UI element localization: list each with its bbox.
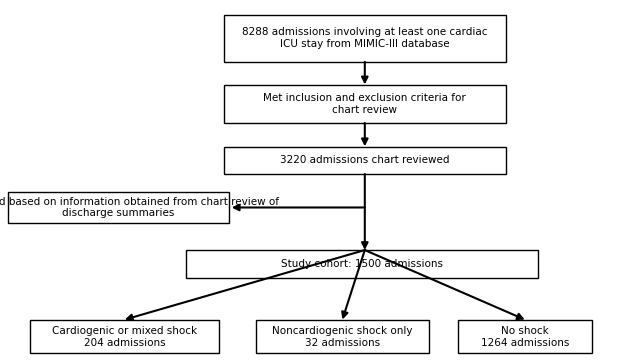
FancyBboxPatch shape bbox=[8, 192, 229, 223]
Text: Met inclusion and exclusion criteria for
chart review: Met inclusion and exclusion criteria for… bbox=[264, 93, 466, 115]
FancyBboxPatch shape bbox=[31, 320, 219, 353]
Text: Excluded based on information obtained from chart review of
discharge summaries: Excluded based on information obtained f… bbox=[0, 197, 279, 218]
FancyBboxPatch shape bbox=[256, 320, 429, 353]
Text: No shock
1264 admissions: No shock 1264 admissions bbox=[481, 326, 569, 348]
Text: Study cohort: 1500 admissions: Study cohort: 1500 admissions bbox=[280, 259, 443, 269]
Text: Noncardiogenic shock only
32 admissions: Noncardiogenic shock only 32 admissions bbox=[272, 326, 413, 348]
FancyBboxPatch shape bbox=[458, 320, 592, 353]
FancyBboxPatch shape bbox=[224, 15, 506, 62]
FancyBboxPatch shape bbox=[186, 250, 538, 277]
FancyBboxPatch shape bbox=[224, 146, 506, 174]
Text: Cardiogenic or mixed shock
204 admissions: Cardiogenic or mixed shock 204 admission… bbox=[52, 326, 197, 348]
Text: 3220 admissions chart reviewed: 3220 admissions chart reviewed bbox=[280, 155, 449, 165]
FancyBboxPatch shape bbox=[224, 84, 506, 123]
Text: 8288 admissions involving at least one cardiac
ICU stay from MIMIC-III database: 8288 admissions involving at least one c… bbox=[242, 27, 488, 49]
